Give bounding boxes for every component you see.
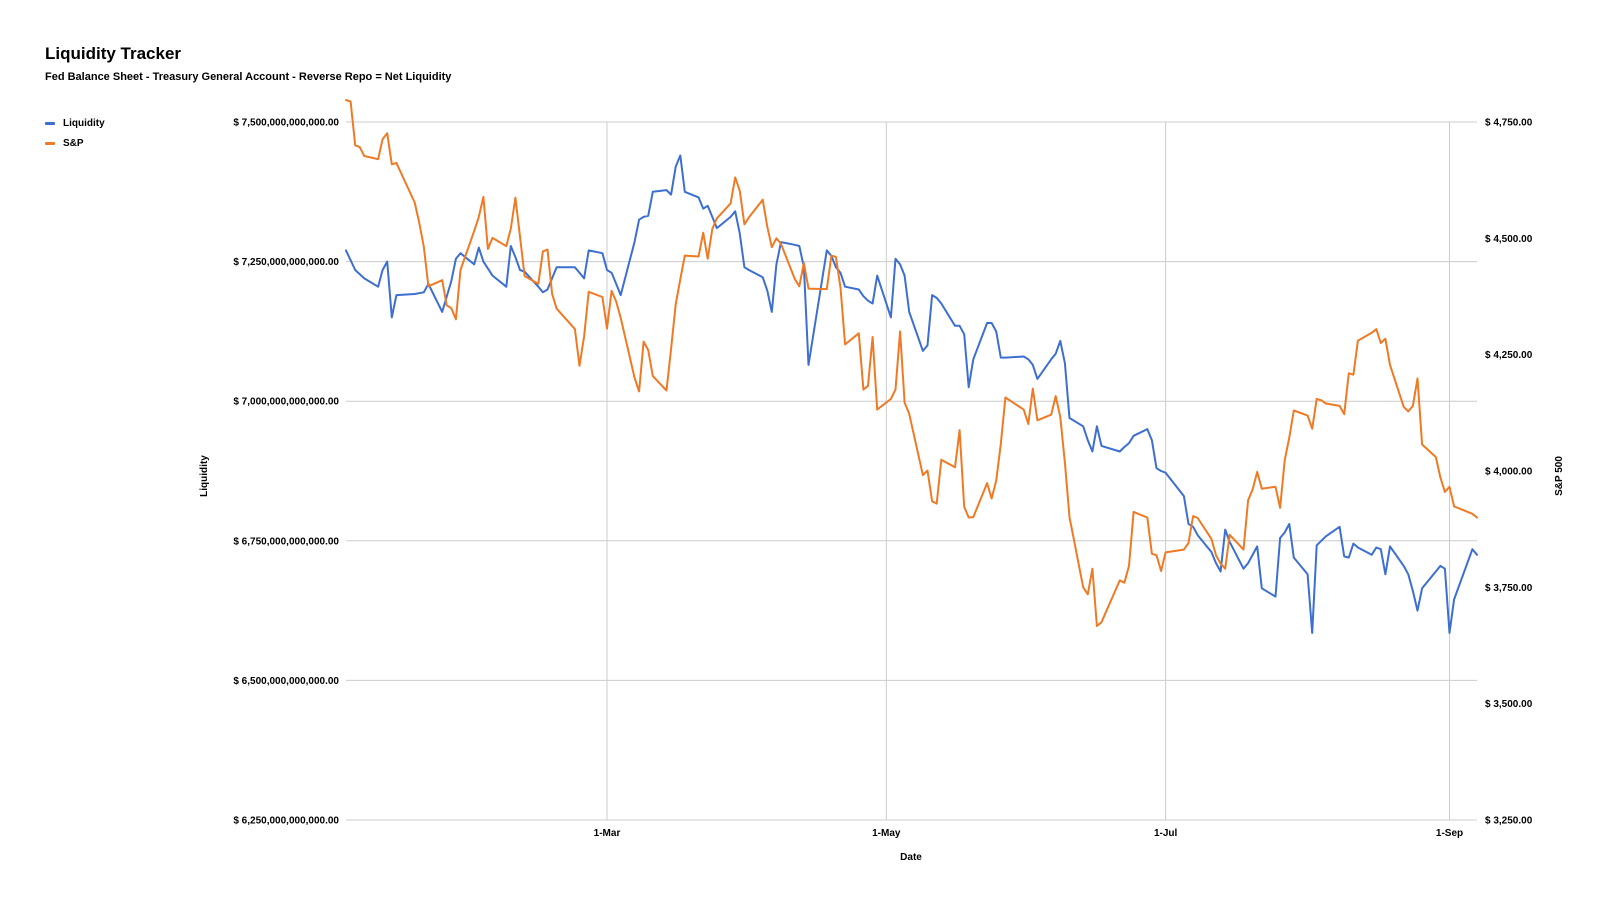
x-axis-label: Date — [900, 852, 922, 863]
x-tick-label: 1-Mar — [594, 828, 621, 839]
legend: Liquidity S&P — [45, 113, 105, 153]
y2-tick-label: $ 4,750.00 — [1485, 118, 1533, 129]
chart-subtitle: Fed Balance Sheet - Treasury General Acc… — [45, 71, 452, 83]
legend-item-sp[interactable]: S&P — [45, 133, 105, 153]
series-line-liquidity — [345, 154, 1478, 634]
y-axis-left-ticks: $ 7,500,000,000,000.00 $ 7,250,000,000,00… — [233, 118, 339, 827]
y-tick-label: $ 7,500,000,000,000.00 — [233, 118, 339, 129]
y-axis-right-label: S&P 500 — [1554, 456, 1565, 496]
y2-tick-label: $ 3,250.00 — [1485, 816, 1533, 827]
series-line-sp — [345, 99, 1478, 627]
x-axis-ticks: 1-Mar 1-May 1-Jul 1-Sep — [594, 828, 1463, 839]
y2-tick-label: $ 3,750.00 — [1485, 583, 1533, 594]
y-tick-label: $ 6,750,000,000,000.00 — [233, 536, 339, 547]
y-tick-label: $ 7,000,000,000,000.00 — [233, 397, 339, 408]
legend-swatch-liquidity — [45, 121, 55, 125]
legend-item-liquidity[interactable]: Liquidity — [45, 113, 105, 133]
legend-swatch-sp — [45, 141, 55, 145]
y2-tick-label: $ 3,500.00 — [1485, 699, 1533, 710]
y-axis-right-ticks: $ 4,750.00 $ 4,500.00 $ 4,250.00 $ 4,000.00… — [1485, 118, 1533, 827]
chart-title: Liquidity Tracker — [45, 44, 182, 63]
y2-tick-label: $ 4,500.00 — [1485, 234, 1533, 245]
legend-label-liquidity: Liquidity — [63, 117, 105, 129]
y-tick-label: $ 7,250,000,000,000.00 — [233, 257, 339, 268]
y2-tick-label: $ 4,250.00 — [1485, 350, 1533, 361]
y-tick-label: $ 6,500,000,000,000.00 — [233, 676, 339, 687]
grid-lines — [346, 121, 1477, 821]
x-tick-label: 1-Jul — [1154, 828, 1178, 839]
x-tick-label: 1-May — [872, 828, 901, 839]
y2-tick-label: $ 4,000.00 — [1485, 467, 1533, 478]
series-lines — [345, 99, 1478, 634]
y-axis-left-label: Liquidity — [199, 455, 210, 497]
legend-label-sp: S&P — [63, 137, 84, 149]
x-tick-label: 1-Sep — [1436, 828, 1463, 839]
y-tick-label: $ 6,250,000,000,000.00 — [233, 816, 339, 827]
